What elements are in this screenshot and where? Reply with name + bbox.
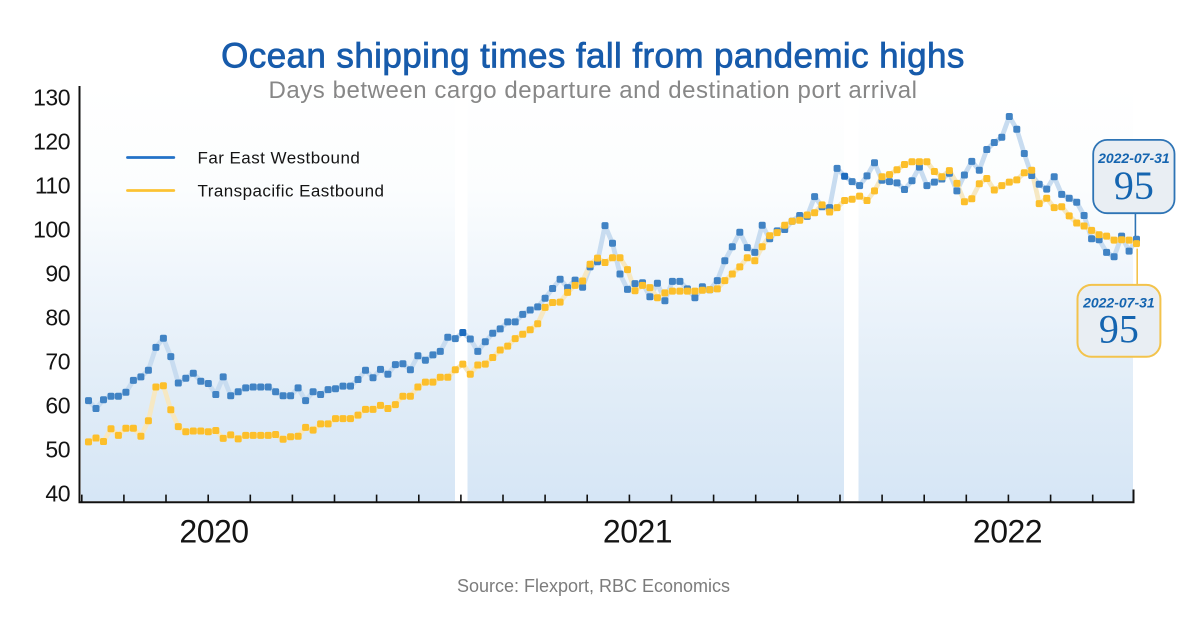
svg-text:80: 80 (45, 305, 70, 331)
svg-text:95: 95 (1114, 163, 1154, 208)
svg-text:100: 100 (33, 217, 70, 243)
svg-text:Days between cargo departure a: Days between cargo departure and destina… (268, 77, 917, 104)
svg-text:Far East Westbound: Far East Westbound (198, 149, 361, 168)
svg-text:95: 95 (1099, 307, 1139, 352)
svg-text:2020: 2020 (179, 514, 248, 550)
svg-text:50: 50 (45, 436, 70, 462)
svg-text:130: 130 (33, 85, 70, 111)
svg-text:Source: Flexport, RBC Economic: Source: Flexport, RBC Economics (457, 576, 730, 596)
svg-text:2022-07-31: 2022-07-31 (1082, 294, 1155, 310)
svg-text:Ocean shipping times fall from: Ocean shipping times fall from pandemic … (221, 37, 965, 76)
svg-text:2021: 2021 (603, 514, 672, 550)
svg-text:Transpacific Eastbound: Transpacific Eastbound (198, 182, 385, 201)
svg-text:110: 110 (35, 173, 70, 199)
svg-text:2022-07-31: 2022-07-31 (1097, 150, 1170, 166)
svg-text:60: 60 (45, 392, 70, 418)
svg-text:120: 120 (33, 129, 70, 155)
svg-text:70: 70 (45, 349, 70, 375)
svg-text:40: 40 (45, 480, 70, 506)
svg-text:90: 90 (45, 261, 70, 287)
svg-text:2022: 2022 (973, 514, 1042, 550)
